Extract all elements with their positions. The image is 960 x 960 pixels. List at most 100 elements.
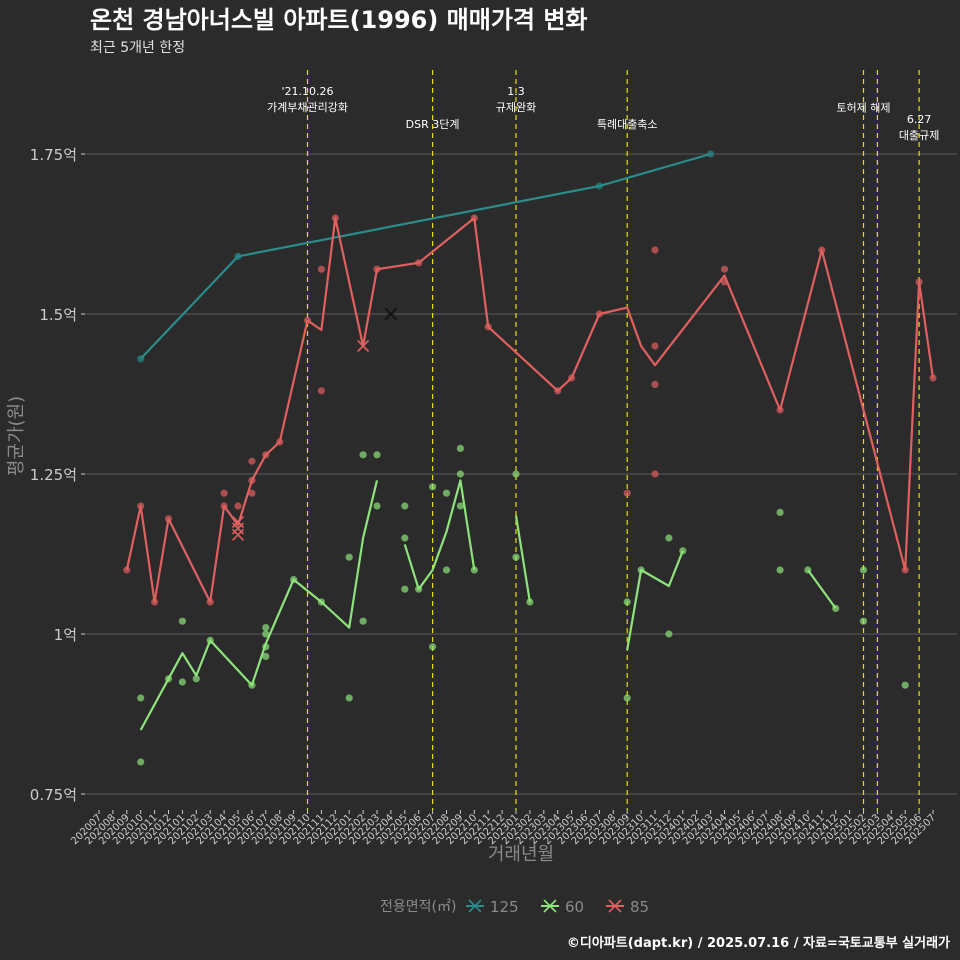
data-point-85: [720, 265, 729, 273]
footer-credit: ©디아파트(dapt.kr) / 2025.07.16 / 자료=국토교통부 실…: [567, 935, 950, 951]
data-point-85: [123, 566, 131, 574]
data-point-85: [651, 470, 659, 478]
data-point-85: [915, 278, 923, 286]
data-point-85: [331, 214, 339, 222]
data-point-60: [470, 566, 478, 574]
data-point-85: [303, 316, 312, 324]
data-point-60: [526, 598, 534, 606]
x-axis-title: 거래년월: [488, 844, 554, 865]
data-point-60: [290, 576, 298, 584]
data-point-85: [137, 502, 145, 510]
data-point-60: [206, 636, 214, 645]
series-line-60: [139, 480, 379, 731]
legend-items: 125 60 85: [466, 898, 649, 916]
data-point-60: [456, 444, 464, 452]
legend-title: 전용면적(㎡): [380, 899, 456, 915]
legend-swatch-cross: [468, 899, 482, 913]
data-point-85: [317, 265, 325, 273]
data-point-60: [248, 681, 256, 689]
data-point-85: [651, 246, 659, 254]
data-point-85: [276, 438, 284, 446]
legend-label: 85: [630, 898, 649, 916]
data-point-60: [804, 566, 812, 574]
data-point-85: [206, 598, 214, 606]
data-point-60: [401, 585, 409, 593]
data-point-60: [512, 470, 520, 478]
data-point-85: [470, 214, 478, 222]
data-point-60: [623, 694, 631, 702]
data-point-85: [248, 476, 256, 484]
data-point-85: [818, 246, 826, 254]
event-label: '21.10.26: [281, 85, 333, 98]
data-point-85: [262, 451, 270, 459]
data-point-85: [164, 515, 173, 523]
data-point-85: [595, 310, 604, 318]
y-tick-label: 1.25억: [30, 466, 77, 484]
data-point-125: [707, 150, 715, 158]
cross-marker-85: [231, 528, 245, 541]
data-point-85: [720, 278, 729, 286]
data-point-60: [456, 502, 464, 510]
data-point-60: [442, 489, 451, 497]
series-line-85: [125, 216, 935, 604]
event-label: 1.3: [507, 85, 525, 98]
series-line-60: [403, 479, 476, 591]
chart-subtitle: 최근 5개년 한정: [90, 40, 185, 56]
data-point-60: [859, 617, 868, 625]
data-point-85: [651, 342, 659, 350]
series-group: [123, 150, 937, 766]
data-point-85: [568, 374, 576, 382]
event-label: 특례대출축소: [597, 118, 658, 131]
data-point-60: [317, 598, 325, 606]
data-point-85: [373, 265, 381, 273]
y-tick-label: 1.75억: [30, 146, 77, 164]
data-point-125: [595, 182, 604, 190]
data-point-60: [401, 534, 409, 542]
data-point-85: [317, 387, 325, 395]
highlight-cross-marker: [384, 307, 398, 321]
data-point-85: [623, 489, 631, 497]
data-point-85: [248, 489, 256, 497]
data-point-60: [456, 470, 464, 478]
data-point-60: [442, 566, 451, 574]
data-point-60: [859, 566, 868, 574]
y-tick-label: 0.75억: [30, 786, 77, 804]
data-point-85: [220, 489, 228, 497]
data-point-60: [776, 566, 784, 574]
series-line-60: [626, 550, 684, 651]
legend-swatch-cross: [543, 899, 557, 913]
data-point-60: [373, 451, 381, 459]
legend-label: 125: [490, 898, 519, 916]
legend: 전용면적(㎡) 125 60 85: [380, 898, 649, 916]
data-point-60: [637, 566, 645, 574]
grid-lines: [85, 153, 957, 795]
data-point-60: [415, 585, 423, 593]
data-point-60: [776, 508, 784, 516]
data-point-60: [373, 502, 381, 510]
data-point-60: [832, 604, 840, 613]
series-line-60: [807, 569, 837, 610]
data-point-60: [137, 694, 145, 702]
event-label: 6.27: [907, 113, 932, 126]
data-point-85: [929, 374, 937, 382]
data-point-60: [137, 758, 145, 766]
data-point-85: [220, 502, 228, 510]
data-point-60: [512, 553, 520, 561]
legend-swatch-cross: [608, 899, 622, 913]
data-point-60: [262, 630, 270, 638]
data-point-60: [262, 643, 270, 651]
event-label: DSR 3단계: [406, 118, 460, 131]
data-point-125: [137, 355, 145, 363]
series-line-60: [514, 515, 531, 603]
data-point-85: [554, 387, 562, 395]
data-point-85: [151, 598, 159, 606]
data-point-85: [248, 457, 256, 465]
data-point-60: [262, 652, 270, 661]
y-tick-label: 1.5억: [39, 306, 77, 324]
data-point-85: [901, 566, 909, 574]
data-point-60: [623, 598, 631, 606]
event-label: 가계부채관리강화: [267, 101, 348, 114]
data-point-60: [665, 630, 673, 638]
